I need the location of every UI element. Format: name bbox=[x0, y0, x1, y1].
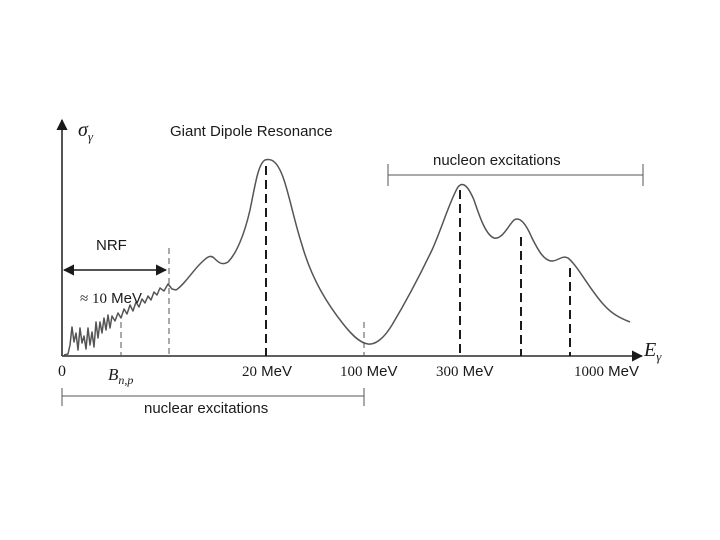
nucleon-excitations-bracket bbox=[387, 164, 644, 186]
nrf-label: NRF bbox=[96, 237, 127, 254]
nuclear-excitations-label: nuclear excitations bbox=[144, 400, 268, 417]
tick-label-100-mev: 100 MeV bbox=[340, 363, 398, 380]
tick-label-zero: 0 bbox=[58, 363, 66, 380]
nucleon-excitations-label: nucleon excitations bbox=[433, 152, 561, 169]
approx-10-mev-label: ≈ 10 MeV bbox=[80, 290, 142, 307]
nuclear-excitations-bracket bbox=[61, 388, 365, 406]
cross-section-curve bbox=[63, 158, 631, 356]
tick-label-20-mev: 20 MeV bbox=[242, 363, 292, 380]
x-axis-label: Eγ bbox=[643, 339, 662, 364]
y-axis-label: σγ bbox=[78, 119, 94, 144]
tick-label-binding-energy: Bn,p bbox=[108, 365, 133, 387]
giant-dipole-resonance-title: Giant Dipole Resonance bbox=[170, 123, 333, 140]
tick-label-300-mev: 300 MeV bbox=[436, 363, 494, 380]
tick-label-1000-mev: 1000 MeV bbox=[574, 363, 639, 380]
